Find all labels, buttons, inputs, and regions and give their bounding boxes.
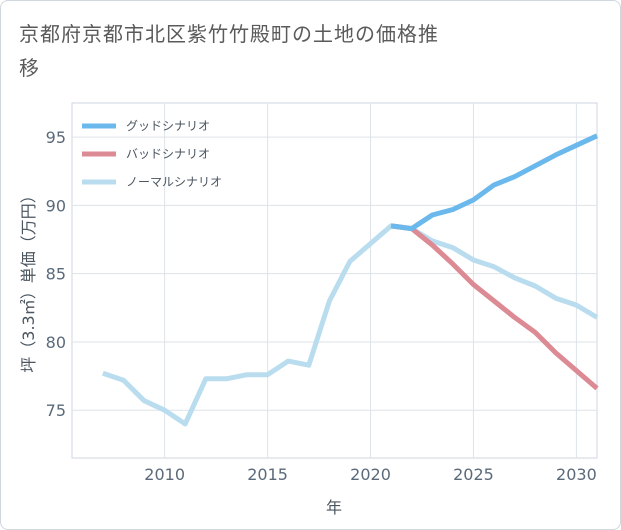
y-tick-label: 90 (46, 196, 66, 215)
series-line (390, 133, 599, 232)
y-tick-label: 80 (46, 333, 66, 352)
y-tick-label: 85 (46, 265, 66, 284)
tick-labels: 2010 2015 2020 2025 2030 75 80 85 90 95 (46, 128, 597, 484)
y-axis-title: 坪（3.3㎡）単価（万円） (19, 187, 38, 372)
series-line (102, 223, 599, 427)
chart-title: 京都府京都市北区紫竹竹殿町の土地の価格推移 (19, 22, 439, 80)
grid-lines (72, 103, 597, 458)
x-tick-label: 2030 (556, 465, 597, 484)
plot-area (71, 102, 598, 459)
series-lines (102, 133, 599, 427)
x-tick-label: 2010 (144, 465, 185, 484)
legend-label: グッドシナリオ (126, 119, 210, 133)
legend-label: バッドシナリオ (126, 147, 210, 161)
y-tick-label: 95 (46, 128, 66, 147)
y-tick-label: 75 (46, 401, 66, 420)
x-axis-title: 年 (326, 498, 342, 517)
legend-label: ノーマルシナリオ (126, 175, 222, 189)
x-tick-label: 2025 (453, 465, 494, 484)
series-line (390, 223, 599, 391)
x-tick-label: 2020 (350, 465, 391, 484)
x-tick-label: 2015 (247, 465, 288, 484)
